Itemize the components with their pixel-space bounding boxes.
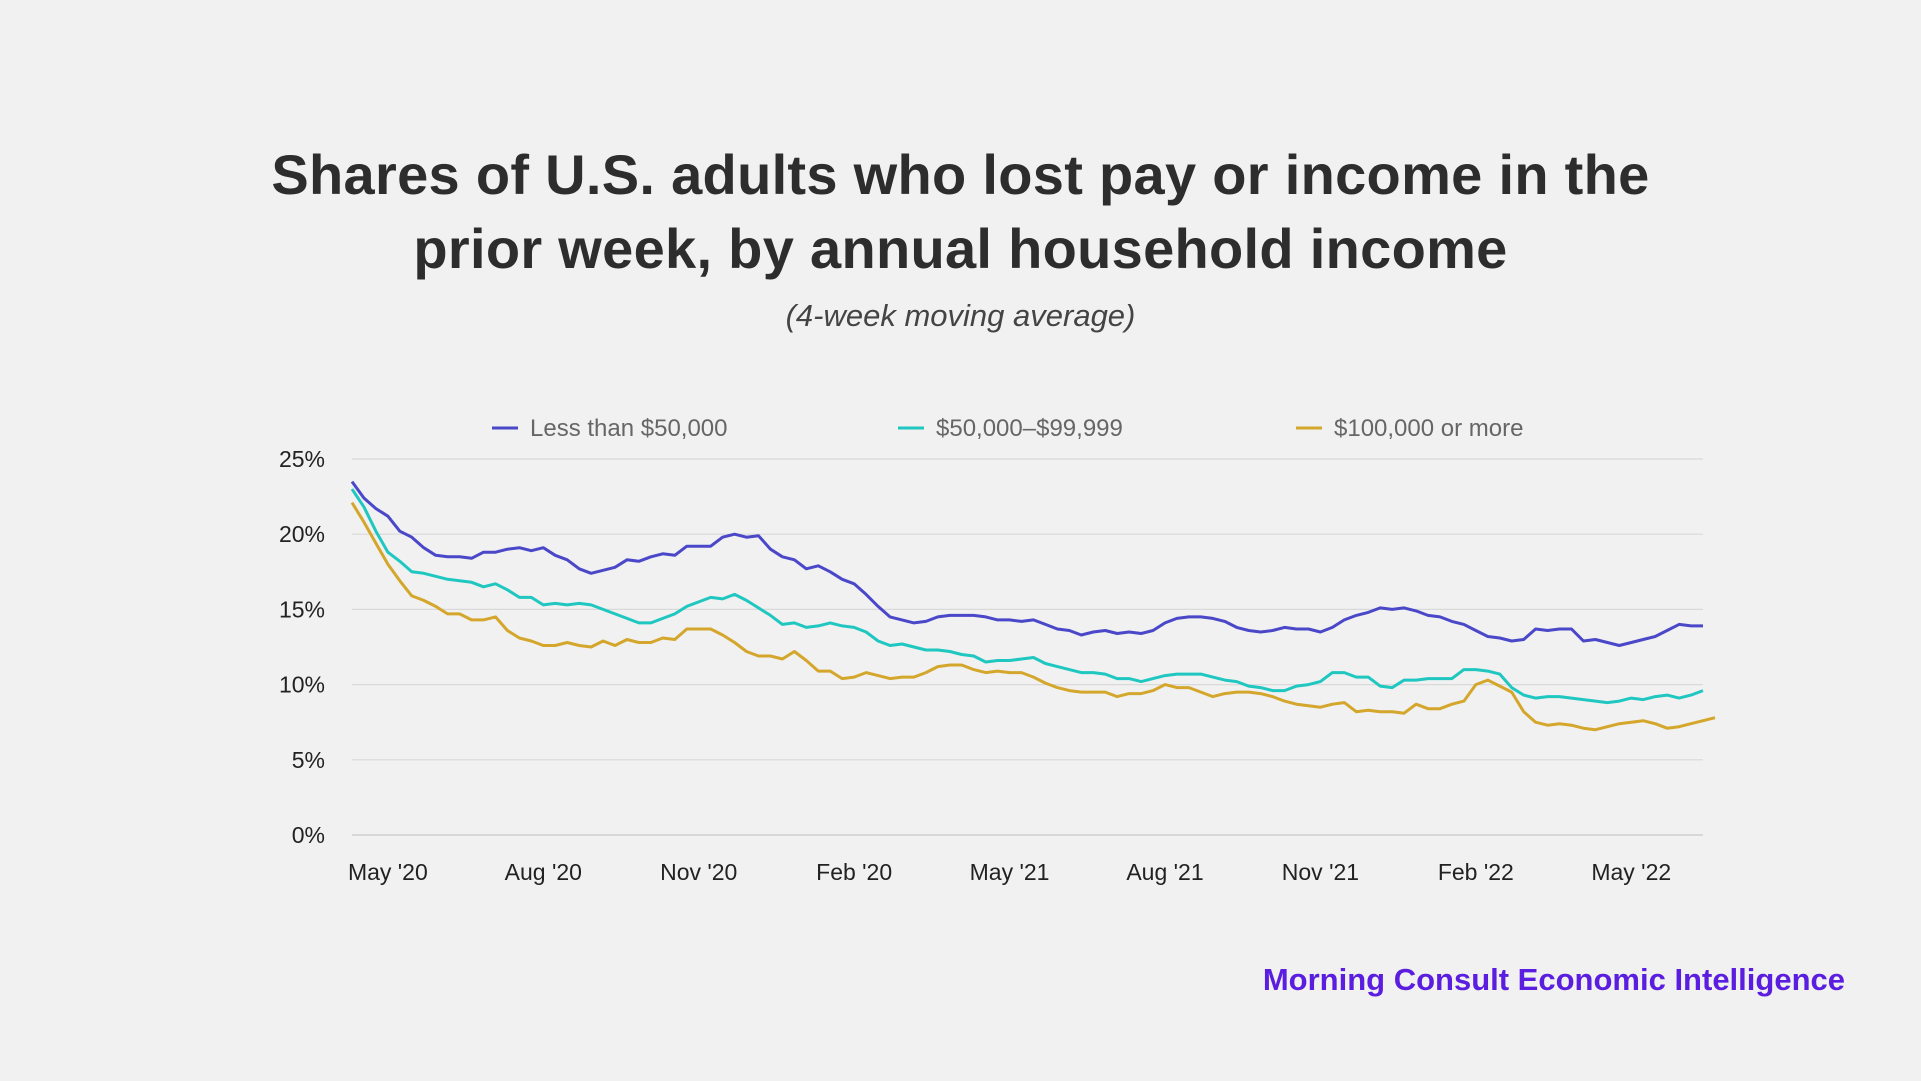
x-tick-label: Aug '20 [505, 859, 582, 885]
y-tick-label: 0% [292, 822, 325, 848]
chart-subtitle: (4-week moving average) [785, 298, 1136, 333]
legend-label: Less than $50,000 [530, 415, 728, 442]
brand-logo-text: Morning Consult Economic Intelligence [1262, 962, 1845, 997]
x-tick-label: May '22 [1591, 859, 1671, 885]
x-tick-label: Feb '22 [1438, 859, 1514, 885]
chart-title: Shares of U.S. adults who lost pay or in… [0, 138, 1921, 286]
x-tick-label: Nov '21 [1282, 859, 1359, 885]
title-line-2: prior week, by annual household income [413, 217, 1508, 280]
gridlines [352, 458, 1703, 836]
y-axis-ticks: 0% 5% 10% 15% 20% 25% [279, 446, 325, 848]
legend-label: $50,000–$99,999 [936, 415, 1123, 442]
y-tick-label: 10% [279, 672, 325, 698]
y-tick-label: 5% [292, 747, 325, 773]
series-line [350, 501, 1716, 732]
y-tick-label: 25% [279, 446, 325, 472]
x-tick-label: Nov '20 [660, 859, 737, 885]
y-tick-label: 15% [279, 596, 325, 622]
title-line-1: Shares of U.S. adults who lost pay or in… [271, 143, 1650, 206]
x-tick-label: May '21 [970, 859, 1050, 885]
legend-label: $100,000 or more [1334, 415, 1523, 442]
series-line [350, 480, 1703, 647]
x-axis-ticks: May '20 Aug '20 Nov '20 Feb '20 May '21 Aug '… [348, 859, 1671, 885]
legend: Less than $50,000 $50,000–$99,999 $100,000… [492, 415, 1523, 442]
x-tick-label: Feb '20 [816, 859, 892, 885]
x-tick-label: May '20 [348, 859, 428, 885]
x-tick-label: Aug '21 [1126, 859, 1203, 885]
series-line [350, 488, 1704, 705]
series-lines [350, 480, 1716, 732]
y-tick-label: 20% [279, 521, 325, 547]
